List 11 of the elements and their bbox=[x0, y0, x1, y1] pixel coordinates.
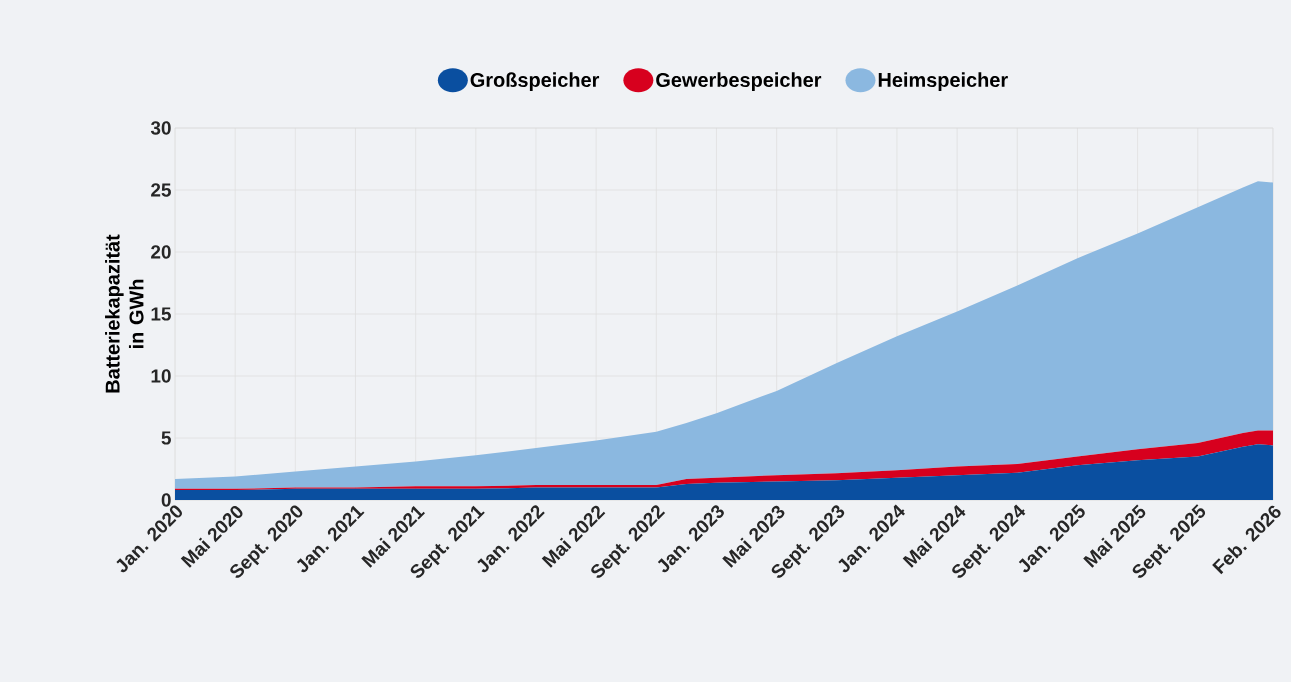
y-axis-title: Batteriekapazität in GWh bbox=[105, 234, 144, 393]
legend-label: Großspeicher bbox=[470, 72, 600, 91]
y-tick-label: 5 bbox=[161, 431, 171, 445]
y-tick-label: 20 bbox=[151, 245, 171, 259]
y-tick-label: 10 bbox=[151, 369, 171, 383]
legend-label: Gewerbespeicher bbox=[656, 72, 822, 91]
y-tick-label: 0 bbox=[161, 493, 171, 507]
legend-label: Heimspeicher bbox=[878, 72, 1008, 91]
y-tick-label: 30 bbox=[150, 121, 171, 135]
y-tick-label: 25 bbox=[151, 183, 171, 197]
y-tick-label: 15 bbox=[151, 307, 171, 321]
